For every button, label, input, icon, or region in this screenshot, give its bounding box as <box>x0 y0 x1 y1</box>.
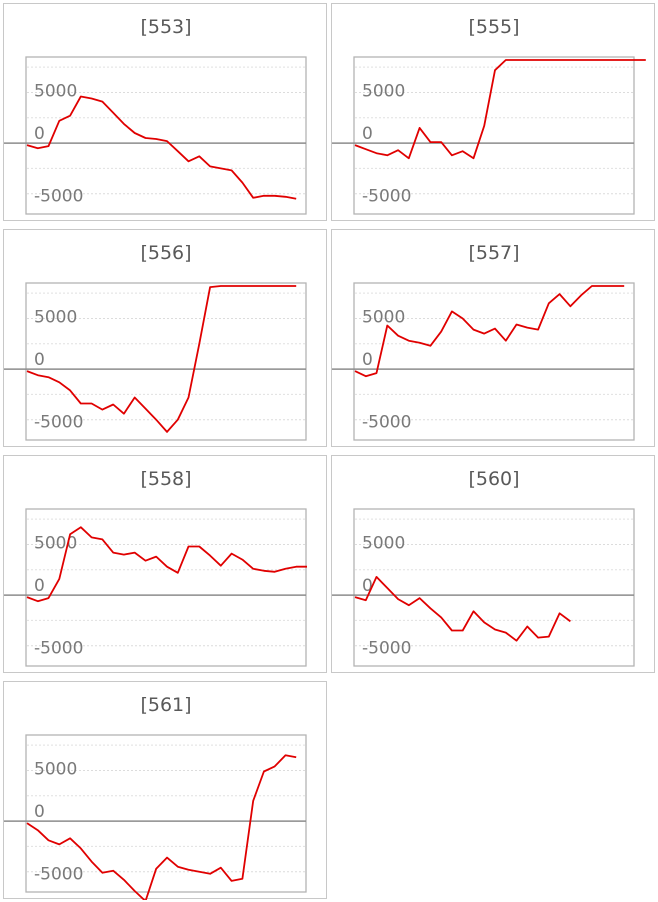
chart-svg: 5000 0 -5000 <box>4 282 307 441</box>
y-tick-label: -5000 <box>362 187 411 207</box>
y-tick-label: 5000 <box>34 307 77 327</box>
chart-panel: [556] 5000 0 -5000 <box>3 229 327 447</box>
chart-svg: 5000 0 -5000 <box>332 282 635 441</box>
plot-frame <box>25 734 307 893</box>
chart-svg: 5000 0 -5000 <box>332 56 646 215</box>
y-tick-label: 0 <box>362 576 373 596</box>
y-tick-label: 0 <box>34 802 45 822</box>
chart-svg: 5000 0 -5000 <box>4 56 307 215</box>
y-tick-label: 0 <box>34 576 45 596</box>
y-tick-label: -5000 <box>34 187 83 207</box>
chart-title: [555] <box>468 16 520 38</box>
series-line <box>26 754 297 900</box>
y-tick-label: -5000 <box>362 639 411 659</box>
series-line <box>26 526 307 603</box>
y-tick-label: 0 <box>362 124 373 144</box>
chart-panel: [561] 5000 0 -5000 <box>3 681 327 900</box>
chart-title: [553] <box>140 16 192 38</box>
y-tick-label: 5000 <box>34 81 77 101</box>
chart-svg: 5000 0 -5000 <box>4 734 307 900</box>
y-tick-label: 0 <box>34 350 45 370</box>
chart-panel: [553] 5000 0 -5000 <box>3 3 327 221</box>
y-tick-label: 5000 <box>34 533 77 553</box>
plot-frame <box>353 282 635 441</box>
y-tick-label: 0 <box>362 350 373 370</box>
series-line <box>26 285 297 433</box>
chart-panel: [558] 5000 0 -5000 <box>3 455 327 673</box>
chart-title: [557] <box>468 242 520 264</box>
plot-frame <box>25 56 307 215</box>
chart-title: [560] <box>468 468 520 490</box>
y-tick-label: -5000 <box>362 413 411 433</box>
chart-svg: 5000 0 -5000 <box>4 508 307 667</box>
chart-svg: 5000 0 -5000 <box>332 508 635 667</box>
y-tick-label: 5000 <box>362 533 405 553</box>
plot-frame <box>25 508 307 667</box>
y-tick-label: -5000 <box>34 413 83 433</box>
y-tick-label: -5000 <box>34 639 83 659</box>
y-tick-label: 5000 <box>362 307 405 327</box>
chart-title: [561] <box>140 694 192 716</box>
chart-panel: [557] 5000 0 -5000 <box>331 229 655 447</box>
chart-title: [556] <box>140 242 192 264</box>
chart-panel: [555] 5000 0 -5000 <box>331 3 655 221</box>
chart-title: [558] <box>140 468 192 490</box>
y-tick-label: 5000 <box>362 81 405 101</box>
y-tick-label: 5000 <box>34 759 77 779</box>
series-line <box>354 59 646 160</box>
y-tick-label: 0 <box>34 124 45 144</box>
series-line <box>354 285 625 378</box>
series-line <box>26 95 297 200</box>
chart-panel: [560] 5000 0 -5000 <box>331 455 655 673</box>
series-line <box>354 576 571 642</box>
plot-frame <box>353 56 635 215</box>
plot-frame <box>353 508 635 667</box>
plot-frame <box>25 282 307 441</box>
y-tick-label: -5000 <box>34 865 83 885</box>
